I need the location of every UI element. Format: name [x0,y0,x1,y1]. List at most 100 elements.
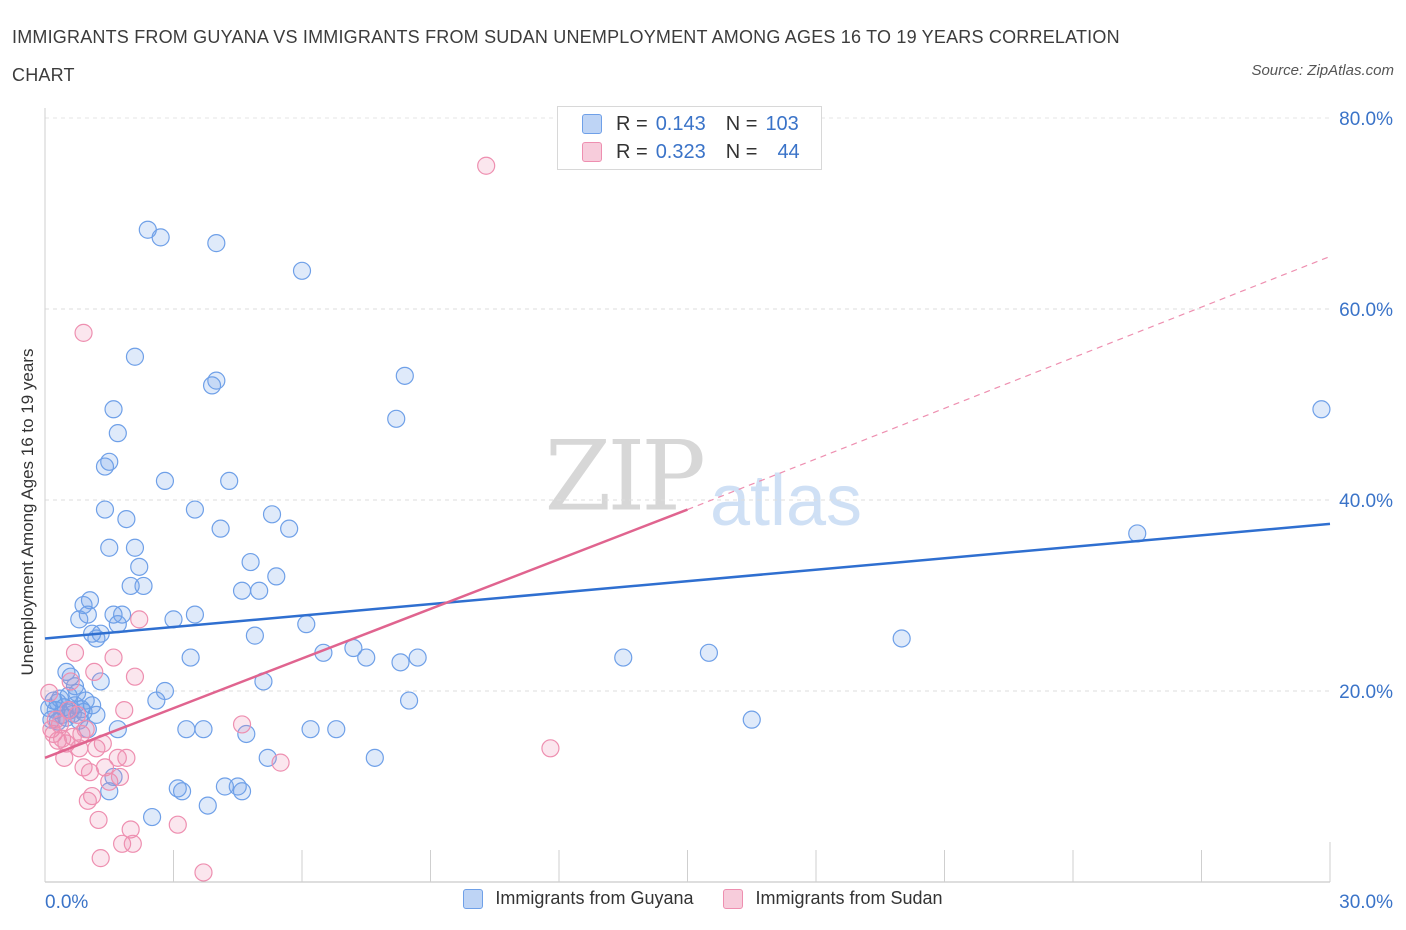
sudan-point [168,815,187,834]
guyana-point [177,720,196,739]
guyana-point [112,605,132,624]
guyana-point [262,505,282,524]
guyana-point [365,748,384,767]
series-swatch-sudan [723,888,744,909]
guyana-point [130,557,149,576]
guyana-point [614,648,633,667]
source-label: Source: ZipAtlas.com [1251,62,1394,79]
x-tick-label: 30.0% [1339,892,1393,913]
correlation-legend: R = 0.143 N = 103 R = 0.323 N = 44 [557,106,822,170]
sudan-point [232,715,252,734]
guyana-point [357,648,376,667]
guyana-point [194,720,213,739]
y-tick-label: 40.0% [1339,491,1393,512]
sudan-point [121,820,140,839]
legend-n-label: N = [725,112,758,135]
guyana-point [104,400,123,419]
guyana-point [80,591,100,610]
guyana-point [87,705,106,724]
guyana-point [70,610,89,629]
guyana-point [399,691,419,710]
legend-n-label: N = [725,140,758,163]
sudan-point [115,700,134,720]
sudan-trend-line [44,508,688,760]
sudan-point [83,786,102,806]
x-tick-label: 0.0% [45,892,88,913]
sudan-point [100,772,119,791]
guyana-point [301,720,320,739]
guyana-point [125,538,145,557]
guyana-point [292,261,312,280]
guyana-trend-line [44,522,1331,640]
guyana-point [155,681,175,701]
legend-swatch-sudan [582,142,602,162]
sudan-point [74,323,93,342]
guyana-point [185,500,205,519]
guyana-point [220,471,239,490]
guyana-point [181,648,200,667]
guyana-point [391,653,410,672]
guyana-point [250,581,269,600]
guyana-point [408,648,427,667]
guyana-point [95,500,115,519]
sudan-point [477,156,496,175]
sudan-point [40,683,59,703]
guyana-point [267,567,286,586]
guyana-point [387,409,406,428]
guyana-point [100,782,119,801]
guyana-point [297,615,316,634]
watermark-zip: ZIP [545,421,704,533]
guyana-point [100,538,119,557]
guyana-point [327,720,346,739]
sudan-point [85,662,104,682]
guyana-point [241,552,260,572]
series-legend: Immigrants from Guyana Immigrants from S… [0,888,1406,909]
guyana-point [142,807,162,827]
guyana-point [121,576,140,596]
series-legend-sudan[interactable]: Immigrants from Sudan [723,888,943,909]
legend-n-value: 44 [777,140,800,163]
sudan-point [61,672,80,691]
guyana-point [83,696,102,715]
guyana-point [232,782,252,801]
sudan-point [68,705,87,724]
sudan-point [91,849,110,868]
series-swatch-guyana [463,888,484,909]
series-legend-guyana[interactable]: Immigrants from Guyana [463,888,693,909]
guyana-point [742,710,761,729]
guyana-point [198,796,217,815]
sudan-point [89,810,108,830]
sudan-trend-line-extension [687,255,1331,511]
sudan-point [59,700,78,720]
guyana-point [117,509,136,529]
legend-swatch-guyana [582,114,602,134]
sudan-point [194,863,213,882]
legend-r-value: 0.143 [655,112,706,135]
guyana-point [172,782,192,801]
legend-r-label: R = [616,112,648,135]
guyana-point [395,366,414,385]
sudan-point [76,720,95,739]
guyana-point [78,605,97,624]
guyana-point [42,710,61,729]
guyana-point [185,605,205,624]
sudan-point [65,643,85,662]
guyana-point [61,667,80,686]
sudan-point [110,767,130,787]
sudan-point [130,610,149,629]
guyana-point [245,626,264,645]
guyana-point [155,471,175,490]
guyana-point [134,576,153,596]
watermark-atlas: atlas [710,461,862,541]
y-tick-label: 60.0% [1339,300,1393,321]
legend-r-label: R = [616,140,648,163]
guyana-point [892,629,911,648]
guyana-point [232,581,252,600]
guyana-point [699,643,719,662]
guyana-point [91,672,110,691]
y-tick-label: 20.0% [1339,682,1393,703]
sudan-point [271,753,290,772]
guyana-point [100,452,119,471]
guyana-point [215,777,234,796]
guyana-point [207,234,226,253]
